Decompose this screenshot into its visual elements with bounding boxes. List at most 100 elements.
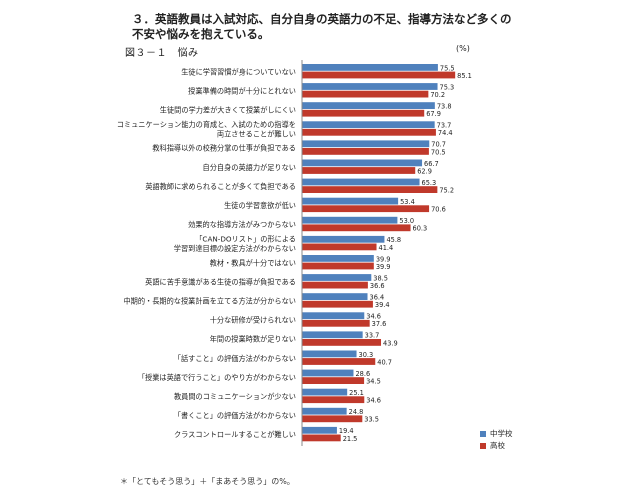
bar-junior-high	[302, 235, 385, 243]
bar-high-school	[302, 109, 425, 117]
bar-junior-high	[302, 178, 420, 186]
bar-junior-high	[302, 388, 348, 396]
data-label: 62.9	[417, 167, 432, 175]
data-label: 39.9	[376, 263, 391, 271]
category-label: 英語教師に求められることが多くて負担である	[145, 182, 296, 191]
data-label: 38.5	[373, 274, 388, 282]
bar-high-school	[302, 319, 370, 327]
bar-high-school	[302, 205, 430, 213]
unit-label: (%)	[456, 44, 470, 53]
category-label: 効果的な指導方法がみつからない	[188, 220, 296, 229]
bar-high-school	[302, 396, 365, 404]
data-label: 33.5	[364, 416, 379, 424]
data-label: 65.3	[422, 179, 437, 187]
category-label: 「書くこと」の評価方法がわからない	[174, 411, 296, 420]
category-label: 英語に苦手意識がある生徒の指導が負担である	[145, 277, 296, 286]
data-label: 19.4	[339, 427, 354, 435]
category-label: 年間の授業時数が足りない	[210, 335, 296, 344]
data-label: 34.6	[366, 313, 381, 321]
bar-high-school	[302, 71, 456, 79]
bar-high-school	[302, 128, 436, 136]
page-heading: ３．英語教員は入試対応、自分自身の英語力の不足、指導方法など多くの不安や悩みを抱…	[132, 12, 512, 41]
bar-junior-high	[302, 369, 354, 377]
bar-junior-high	[302, 274, 372, 281]
data-label: 45.8	[386, 236, 401, 244]
data-label: 70.6	[431, 206, 446, 214]
data-label: 75.2	[439, 187, 454, 195]
category-label: 授業準備の時間が十分にとれない	[188, 86, 296, 95]
bar-junior-high	[302, 407, 347, 415]
legend-item-junior-high: 中学校	[480, 428, 513, 439]
bar-junior-high	[302, 159, 423, 167]
category-label: 生徒の学習意欲が低い	[224, 201, 296, 210]
data-label: 74.4	[438, 129, 453, 137]
bar-high-school	[302, 167, 416, 174]
bar-high-school	[302, 90, 429, 98]
bar-junior-high	[302, 140, 430, 148]
data-label: 43.9	[383, 339, 398, 347]
bar-high-school	[302, 300, 373, 308]
data-label: 24.8	[349, 408, 364, 416]
data-label: 33.7	[365, 332, 380, 340]
bar-junior-high	[302, 331, 363, 339]
bar-junior-high	[302, 64, 438, 71]
category-label: 生徒間の学力差が大きくて授業がしにくい	[160, 106, 296, 115]
bar-junior-high	[302, 102, 435, 109]
data-label: 53.4	[400, 198, 415, 206]
data-label: 30.3	[359, 351, 374, 359]
data-label: 53.0	[399, 217, 414, 225]
bar-junior-high	[302, 121, 435, 129]
bar-high-school	[302, 186, 438, 193]
figure-label: 図３－１ 悩み	[125, 48, 199, 59]
bar-junior-high	[302, 83, 438, 90]
bar-high-school	[302, 339, 382, 346]
bar-high-school	[302, 358, 376, 365]
category-label: 中期的・長期的な授業計画を立てる方法が分からない	[123, 297, 296, 306]
legend-swatch-high-school	[480, 442, 486, 449]
bar-junior-high	[302, 350, 357, 358]
category-label: 十分な研修が受けられない	[210, 316, 296, 325]
bar-junior-high	[302, 426, 337, 434]
category-label: 「CAN-DOリスト」の形による	[195, 234, 296, 243]
bar-high-school	[302, 434, 341, 442]
bar-junior-high	[302, 197, 399, 205]
bar-junior-high	[302, 293, 368, 300]
bar-high-school	[302, 377, 365, 384]
data-label: 60.3	[413, 225, 428, 233]
data-label: 37.6	[372, 320, 387, 328]
data-label: 36.4	[370, 294, 385, 302]
data-label: 40.7	[377, 358, 392, 366]
bar-high-school	[302, 243, 377, 251]
category-label: 学習到達目標の設定方法がわからない	[174, 244, 296, 253]
data-label: 66.7	[424, 160, 439, 168]
bar-junior-high	[302, 216, 398, 224]
data-label: 34.6	[366, 397, 381, 405]
category-label: 自分自身の英語力が足りない	[203, 163, 296, 172]
data-label: 28.6	[355, 370, 370, 378]
bar-junior-high	[302, 312, 365, 320]
category-label: 教科指導以外の校務分掌の仕事が負担である	[152, 144, 296, 153]
data-label: 73.8	[437, 103, 452, 111]
data-label: 70.7	[431, 141, 446, 149]
data-label: 34.5	[366, 378, 381, 386]
bar-high-school	[302, 148, 429, 155]
bar-junior-high	[302, 255, 374, 262]
category-label: コミュニケーション能力の育成と、入試のための指導を	[117, 120, 296, 129]
legend-label-junior-high: 中学校	[490, 429, 513, 438]
category-label: 教材・教具が十分ではない	[210, 258, 296, 267]
data-label: 70.5	[431, 148, 446, 156]
bar-high-school	[302, 262, 374, 270]
data-label: 21.5	[343, 435, 358, 443]
bar-high-school	[302, 224, 411, 232]
data-label: 70.2	[430, 91, 445, 99]
category-label: 「授業は英語で行うこと」のやり方がわからない	[138, 373, 296, 382]
data-label: 85.1	[457, 72, 472, 80]
data-label: 67.9	[426, 110, 441, 118]
data-label: 73.7	[437, 122, 452, 130]
category-label: クラスコントロールすることが難しい	[174, 430, 296, 439]
category-label: 両立させることが難しい	[217, 129, 296, 138]
legend-label-high-school: 高校	[490, 441, 505, 450]
footnote: ＊「とてもそう思う」＋「まあそう思う」の%。	[120, 477, 295, 486]
category-label: 教員間のコミュニケーションが少ない	[174, 392, 296, 401]
